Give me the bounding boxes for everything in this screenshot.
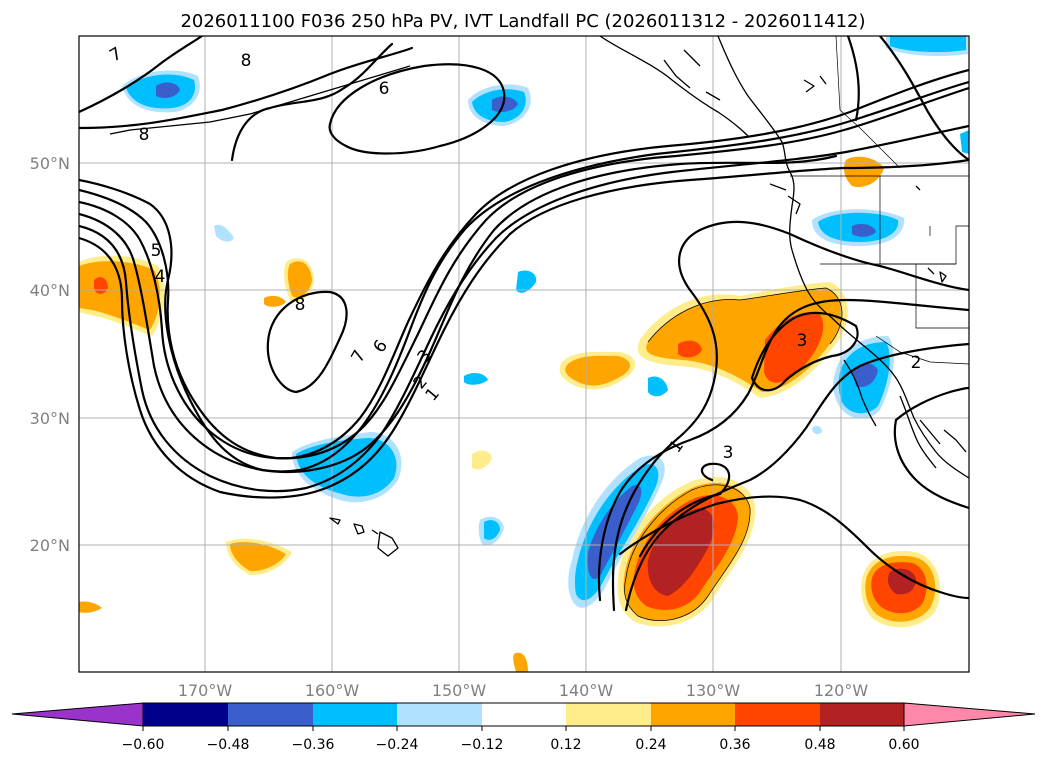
cb-tick-3: −0.36 xyxy=(292,737,335,753)
colorbar-segment-4 xyxy=(397,703,482,726)
lon-label-140w: 140°W xyxy=(559,681,614,700)
contour-label-4: 4 xyxy=(155,267,166,287)
colorbar-segment-1 xyxy=(143,703,228,726)
cb-tick-5: −0.12 xyxy=(461,737,504,753)
contour-label-8c: 8 xyxy=(295,295,306,315)
contour-label-2b: 2 xyxy=(911,353,922,373)
map-frame xyxy=(78,35,970,673)
cb-tick-9: 0.48 xyxy=(804,737,835,753)
colorbar-segment-2 xyxy=(228,703,313,726)
contour-label-3c: 3 xyxy=(797,331,808,351)
colorbar: −0.60 −0.48 −0.36 −0.24 −0.12 0.12 0.24 … xyxy=(11,702,1036,753)
colorbar-segment-5 xyxy=(482,703,566,726)
anomaly-outlines xyxy=(624,287,843,621)
cb-tick-6: 0.12 xyxy=(550,737,581,753)
cb-tick-2: −0.48 xyxy=(207,737,250,753)
chart-title: 2026011100 F036 250 hPa PV, IVT Landfall… xyxy=(180,11,865,32)
cb-tick-7: 0.24 xyxy=(635,737,666,753)
cb-tick-4: −0.24 xyxy=(376,737,419,753)
colorbar-segment-7 xyxy=(651,703,735,726)
contour-label-8a: 8 xyxy=(241,51,252,71)
contour-label-5: 5 xyxy=(151,241,162,261)
pv-contours xyxy=(79,36,969,612)
cb-tick-1: −0.60 xyxy=(122,737,165,753)
lat-label-40n: 40°N xyxy=(30,281,70,300)
lat-label-20n: 20°N xyxy=(30,536,70,555)
contour-label-6: 6 xyxy=(379,79,390,99)
cb-tick-8: 0.36 xyxy=(719,737,750,753)
lat-label-50n: 50°N xyxy=(30,154,70,173)
political-borders xyxy=(790,36,969,365)
colorbar-tick-labels: −0.60 −0.48 −0.36 −0.24 −0.12 0.12 0.24 … xyxy=(122,737,920,753)
colorbar-segment-6 xyxy=(566,703,651,726)
contour-label-3b: 3 xyxy=(723,443,734,463)
lon-label-120w: 120°W xyxy=(814,681,869,700)
lon-label-130w: 130°W xyxy=(686,681,741,700)
colorbar-segment-3 xyxy=(313,703,397,726)
longitude-labels: 170°W 160°W 150°W 140°W 130°W 120°W xyxy=(178,681,869,700)
colorbar-segment-8 xyxy=(735,703,820,726)
lon-label-150w: 150°W xyxy=(432,681,487,700)
colorbar-segment-9 xyxy=(820,703,904,726)
colorbar-max-extension xyxy=(903,702,1036,727)
colorbar-min-extension xyxy=(11,702,144,727)
lat-label-30n: 30°N xyxy=(30,409,70,428)
map-panel: 7 8 8 6 5 4 8 7 6 3 2 1 1 3 3 2 xyxy=(79,36,969,672)
lon-label-170w: 170°W xyxy=(178,681,233,700)
contour-label-8b: 8 xyxy=(139,125,150,145)
lon-label-160w: 160°W xyxy=(305,681,360,700)
latitude-labels: 50°N 40°N 30°N 20°N xyxy=(30,154,70,555)
cb-tick-10: 0.60 xyxy=(888,737,919,753)
